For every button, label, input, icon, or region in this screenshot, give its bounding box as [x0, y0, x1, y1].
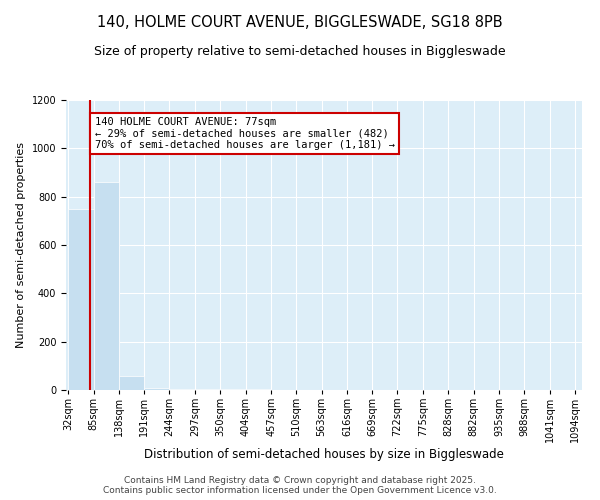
Bar	[68, 209, 94, 390]
Bar	[119, 376, 144, 390]
Y-axis label: Number of semi-detached properties: Number of semi-detached properties	[16, 142, 26, 348]
Text: 140 HOLME COURT AVENUE: 77sqm
← 29% of semi-detached houses are smaller (482)
70: 140 HOLME COURT AVENUE: 77sqm ← 29% of s…	[95, 117, 395, 150]
Bar	[144, 388, 169, 390]
Bar	[94, 182, 119, 390]
Text: 140, HOLME COURT AVENUE, BIGGLESWADE, SG18 8PB: 140, HOLME COURT AVENUE, BIGGLESWADE, SG…	[97, 15, 503, 30]
Bar	[195, 389, 220, 390]
Text: Size of property relative to semi-detached houses in Biggleswade: Size of property relative to semi-detach…	[94, 45, 506, 58]
X-axis label: Distribution of semi-detached houses by size in Biggleswade: Distribution of semi-detached houses by …	[144, 448, 504, 461]
Bar	[169, 389, 195, 390]
Text: Contains HM Land Registry data © Crown copyright and database right 2025.
Contai: Contains HM Land Registry data © Crown c…	[103, 476, 497, 495]
